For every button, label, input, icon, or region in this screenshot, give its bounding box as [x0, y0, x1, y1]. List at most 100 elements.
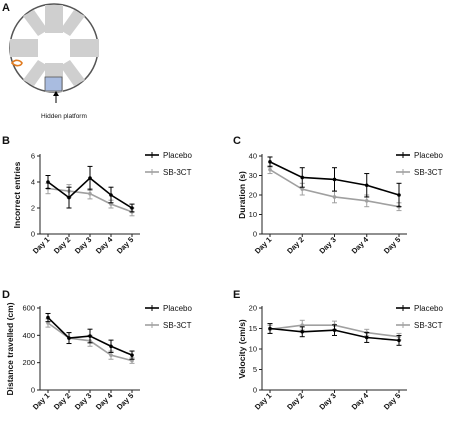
y-tick-label: 20 [249, 191, 257, 200]
legend-item: Placebo [145, 304, 192, 313]
y-tick-label: 30 [249, 171, 257, 180]
panel-letter-c: C [233, 135, 241, 147]
x-tick-label: Day 5 [382, 391, 403, 412]
series-placebo [45, 312, 135, 360]
y-tick-label: 20 [249, 304, 257, 313]
y-axis-label: Duration (s) [237, 171, 247, 219]
legend-item: Placebo [145, 151, 192, 160]
mouse-figure [10, 59, 23, 67]
legend-label: Placebo [414, 151, 443, 160]
legend-label: Placebo [163, 151, 192, 160]
x-tick-label: Day 2 [52, 235, 73, 256]
data-point [300, 187, 305, 191]
data-point [268, 160, 272, 164]
x-tick-label: Day 5 [115, 391, 136, 412]
y-tick-label: 200 [22, 358, 35, 367]
data-point [397, 193, 401, 197]
data-point [364, 335, 369, 340]
data-point [268, 167, 272, 172]
y-axis-label: Incorrect entries [12, 161, 22, 228]
data-point [46, 180, 50, 184]
series-placebo [267, 156, 402, 208]
data-point [67, 195, 71, 200]
data-point [88, 176, 92, 180]
data-point [67, 336, 71, 340]
legend-label: SB-3CT [414, 168, 443, 177]
y-tick-label: 5 [253, 365, 257, 374]
x-tick-label: Day 3 [317, 235, 338, 256]
legend-item: SB-3CT [396, 321, 443, 330]
panel-a: A Hidden platform [2, 2, 99, 120]
data-point [364, 199, 369, 203]
series-placebo [267, 323, 402, 346]
legend-label: Placebo [163, 304, 192, 313]
panel-letter-e: E [233, 289, 240, 301]
x-tick-label: Day 2 [285, 235, 306, 256]
legend-item: SB-3CT [396, 168, 443, 177]
data-point [268, 326, 272, 331]
data-point [88, 191, 92, 196]
x-tick-label: Day 4 [94, 234, 115, 255]
y-tick-label: 0 [253, 230, 257, 239]
data-point [130, 353, 134, 357]
x-tick-label: Day 4 [350, 234, 371, 255]
y-tick-label: 40 [249, 152, 257, 161]
data-point [88, 334, 92, 338]
y-tick-label: 10 [249, 345, 257, 354]
y-axis-label: Distance travelled (cm) [5, 302, 15, 395]
x-tick-label: Day 3 [317, 391, 338, 412]
y-tick-label: 10 [249, 210, 257, 219]
data-point [109, 344, 113, 349]
x-tick-label: Day 2 [285, 391, 306, 412]
data-point [332, 195, 337, 199]
y-tick-label: 15 [249, 324, 257, 333]
legend-label: Placebo [414, 304, 443, 313]
panel-letter-d: D [2, 289, 10, 301]
x-tick-label: Day 3 [73, 391, 94, 412]
hidden-platform-label: Hidden platform [41, 113, 87, 120]
y-tick-label: 400 [22, 331, 35, 340]
x-tick-label: Day 5 [115, 235, 136, 256]
data-point [332, 177, 337, 182]
legend-item: SB-3CT [145, 168, 192, 177]
y-tick-label: 0 [253, 386, 257, 395]
data-point [46, 315, 50, 320]
y-tick-label: 2 [31, 204, 35, 213]
arrow-head [53, 91, 59, 96]
data-point [332, 328, 337, 332]
y-tick-label: 0 [31, 230, 35, 239]
x-tick-label: Day 5 [382, 235, 403, 256]
data-point [300, 323, 305, 328]
data-point [109, 353, 113, 357]
y-tick-label: 0 [31, 386, 35, 395]
data-point [300, 175, 305, 180]
data-point [397, 338, 401, 343]
legend-label: SB-3CT [414, 321, 443, 330]
y-tick-label: 4 [31, 178, 35, 187]
x-tick-label: Day 2 [52, 391, 73, 412]
y-tick-label: 6 [31, 152, 35, 161]
y-axis-label: Velocity (cm/s) [237, 319, 247, 379]
hidden-platform-square [44, 76, 63, 92]
data-point [130, 206, 134, 210]
data-point [364, 183, 369, 188]
maze-arms [10, 5, 99, 92]
legend-label: SB-3CT [163, 321, 192, 330]
x-tick-label: Day 3 [73, 235, 94, 256]
panel-letter-a: A [2, 2, 10, 14]
x-tick-label: Day 4 [350, 390, 371, 411]
x-tick-label: Day 4 [94, 390, 115, 411]
data-point [300, 329, 305, 334]
series-placebo [45, 165, 135, 213]
data-point [109, 193, 113, 197]
legend-item: Placebo [396, 151, 443, 160]
series-sb-3ct [267, 165, 402, 212]
y-tick-label: 600 [22, 304, 35, 313]
legend-label: SB-3CT [163, 168, 192, 177]
legend-item: SB-3CT [145, 321, 192, 330]
